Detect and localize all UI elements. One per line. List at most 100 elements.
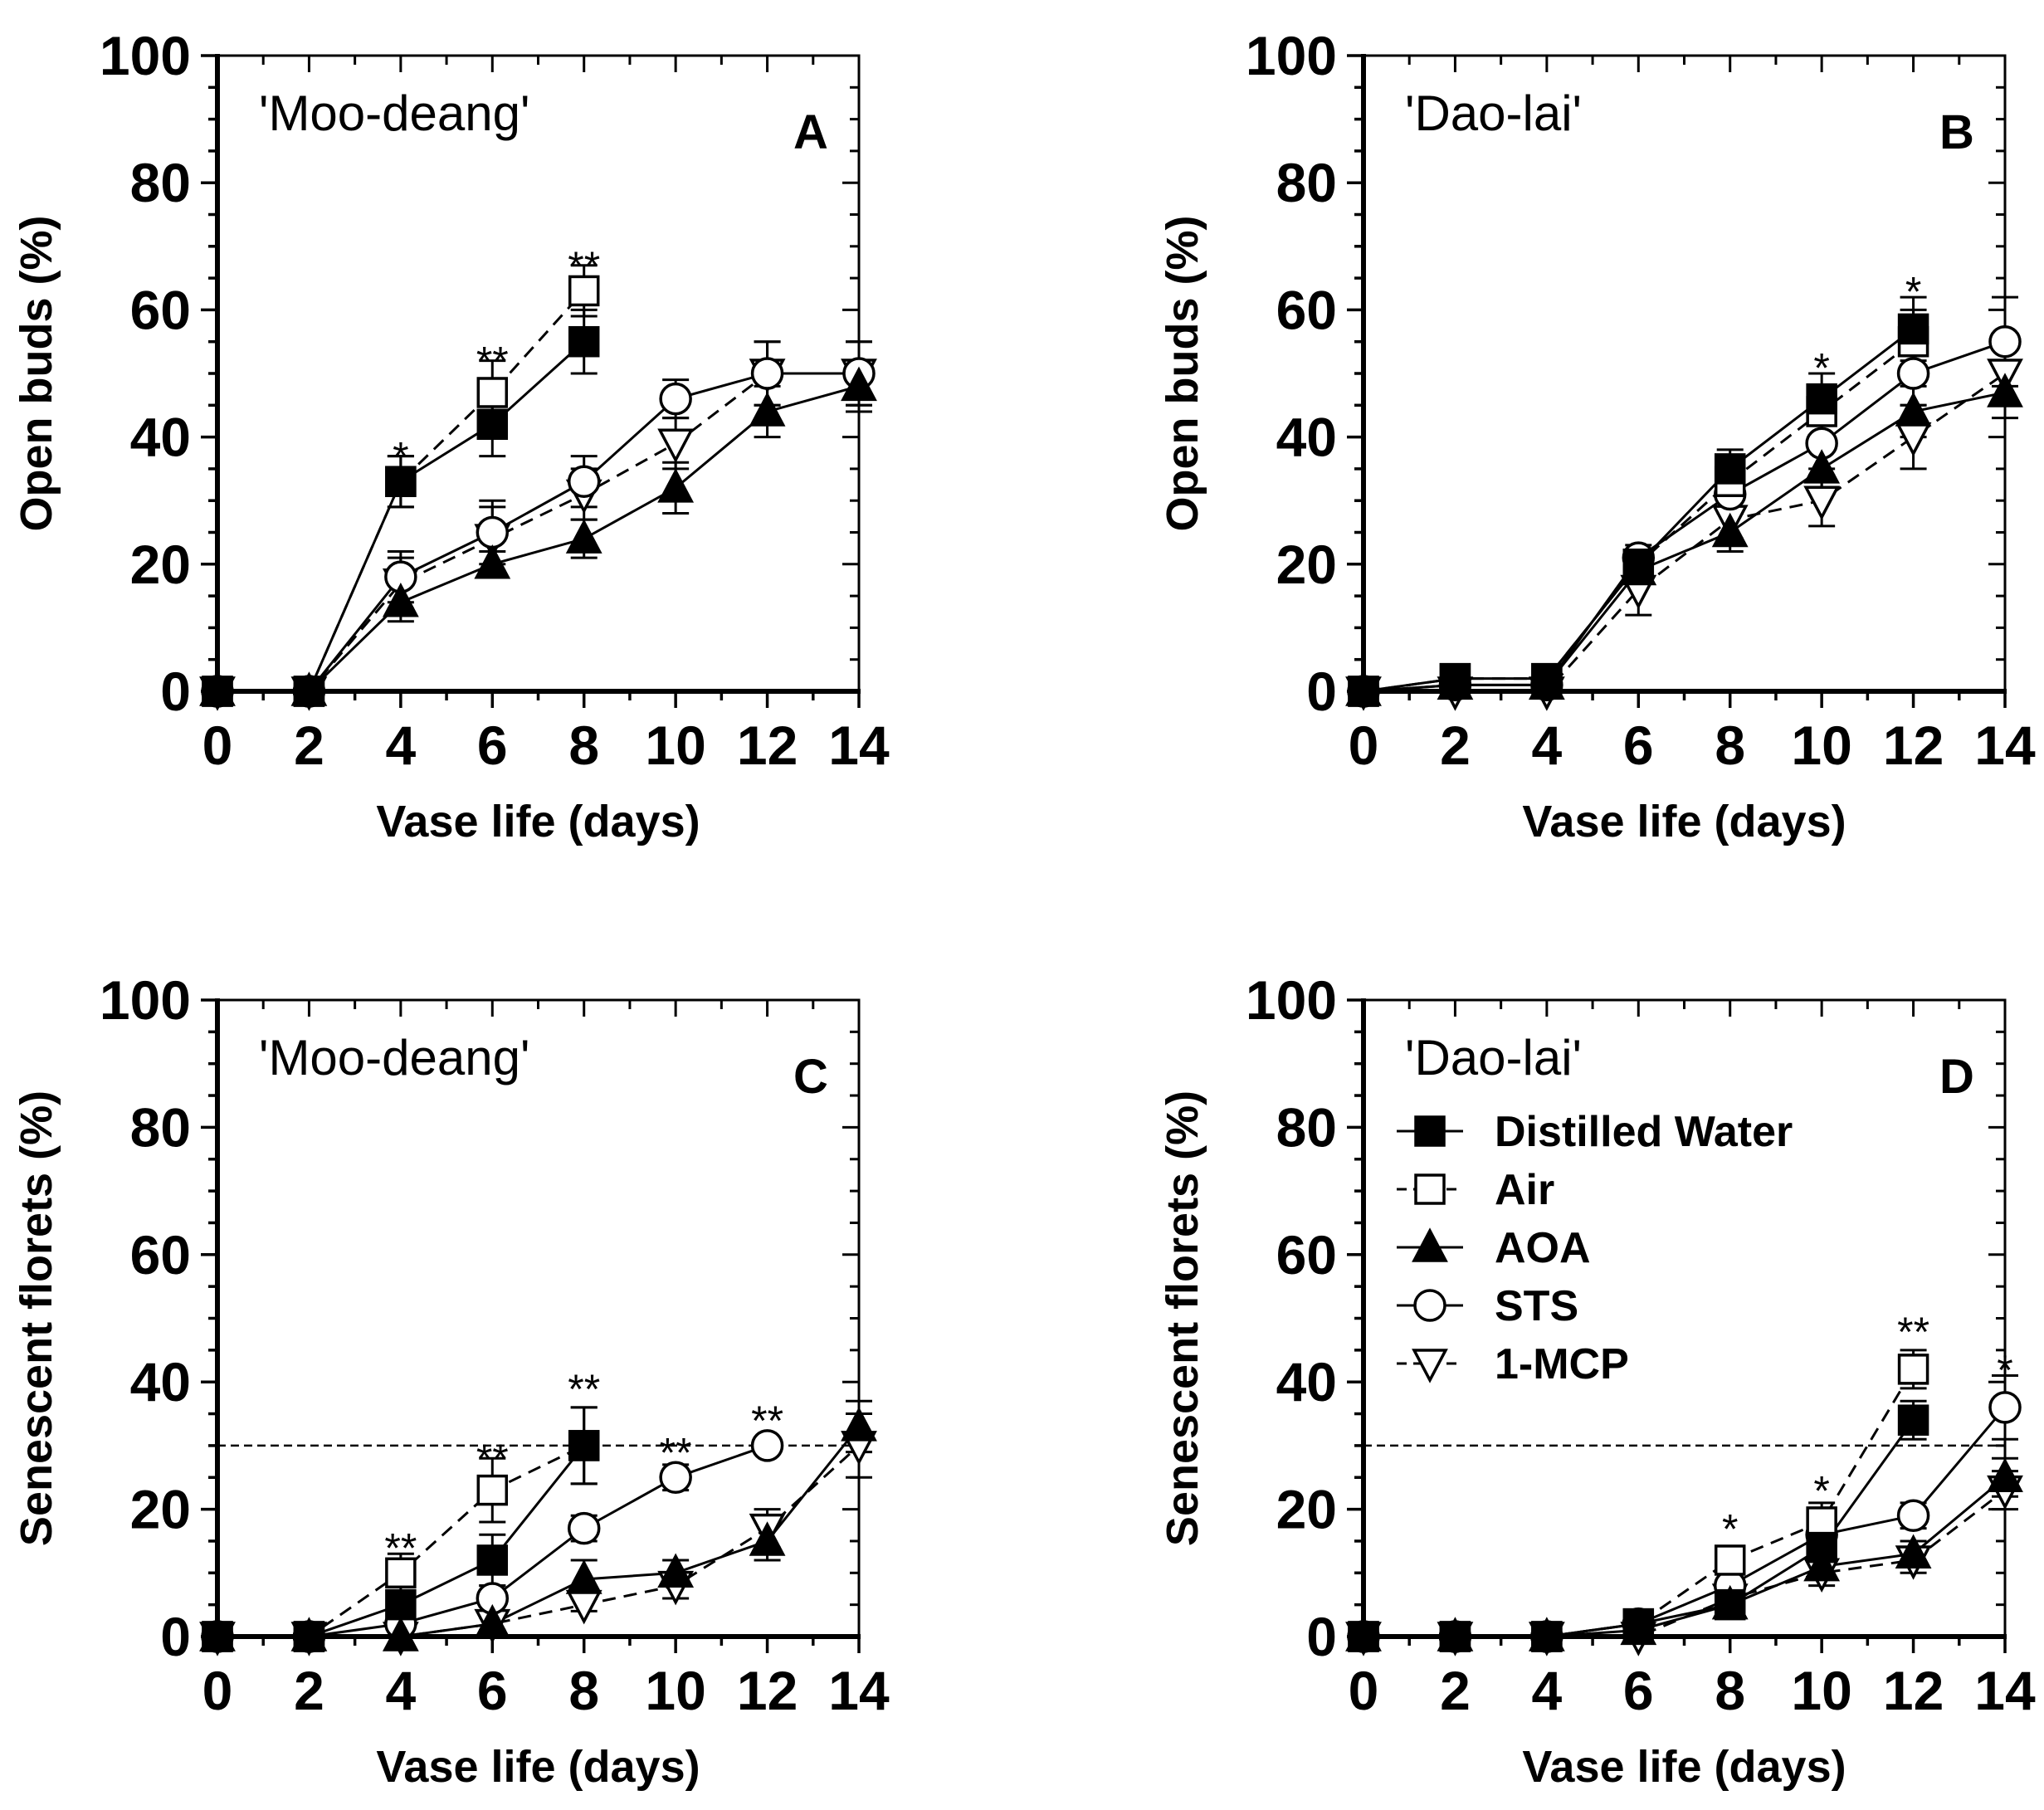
y-tick-label: 100 [1246,25,1337,86]
data-point-air [476,1474,509,1506]
y-tick-label: 20 [1276,534,1337,595]
data-point-air [385,1557,417,1589]
significance-label: ** [476,1436,509,1482]
points-aoa [199,366,877,706]
data-point-aoa [1803,449,1841,484]
points-distilled-water [1348,313,1929,707]
data-point-air [568,275,600,307]
errorbars-air [1442,308,1927,686]
cultivar-label: 'Dao-lai' [1405,85,1582,141]
x-tick-label: 10 [1791,715,1851,776]
significance-label: ** [568,243,600,290]
y-tick-label: 80 [130,152,191,213]
x-tick-label: 0 [1349,1660,1379,1721]
data-point-air [1714,1544,1746,1576]
x-tick-label: 12 [1883,1660,1944,1721]
data-point-sts [750,357,784,390]
data-point-aoa [474,544,511,579]
y-tick-label: 20 [130,1479,191,1540]
data-point-distilled-water [568,1430,600,1461]
legend-marker [1414,1115,1446,1147]
data-point-sts [659,382,692,416]
legend-marker [1412,1227,1448,1262]
data-point-distilled-water [568,325,600,358]
data-point-distilled-water [385,466,417,497]
significance-label: ** [384,1525,417,1572]
points-air [1348,1354,1929,1652]
data-point-distilled-water [1806,383,1837,415]
legend-label: Air [1495,1166,1554,1214]
significance-label: ** [568,1366,600,1412]
y-tick-label: 0 [160,661,191,722]
significance-label: ** [1897,1309,1929,1355]
points-distilled-water [202,325,600,707]
x-tick-label: 10 [1791,1660,1851,1721]
data-point-distilled-water [1439,1621,1471,1652]
y-tick-label: 60 [130,279,191,340]
legend-item-distilled-water: Distilled Water [1397,1108,1793,1156]
data-point-aoa [382,1617,419,1651]
errorbars-distilled-water [1442,295,1927,686]
data-point-aoa [1895,392,1932,427]
legend-marker [1413,1289,1446,1322]
significance-label: * [1813,1468,1829,1515]
data-point-aoa [749,392,786,427]
legend-marker [1412,1349,1448,1383]
data-point-distilled-water [202,676,233,707]
x-tick-label: 0 [202,1660,233,1721]
x-tick-label: 14 [1974,715,2036,776]
x-tick-label: 2 [1440,1660,1471,1721]
legend-item-1-mcp: 1-MCP [1397,1340,1629,1388]
legend-label: 1-MCP [1495,1340,1629,1388]
y-tick-label: 20 [130,534,191,595]
x-tick-label: 12 [737,1660,798,1721]
data-point-distilled-water [202,1621,233,1652]
data-point-distilled-water [293,676,325,707]
y-tick-label: 80 [130,1096,191,1158]
data-point-aoa [657,468,695,503]
data-point-air [1897,1354,1929,1385]
significance-label: * [1813,344,1829,391]
data-point-1-mcp [1803,485,1841,520]
x-tick-label: 4 [385,715,416,776]
x-tick-label: 10 [645,715,705,776]
significance-label: * [393,434,408,481]
data-point-distilled-water [476,408,509,441]
panel-letter: C [793,1050,828,1104]
data-point-aoa [841,366,877,402]
x-tick-label: 8 [1715,1660,1745,1721]
y-tick-label: 40 [130,1351,191,1412]
legend-label: Distilled Water [1495,1108,1793,1156]
x-tick-label: 4 [385,1660,416,1721]
cultivar-label: 'Dao-lai' [1405,1030,1582,1086]
data-point-sts [1988,1391,2022,1424]
y-axis-title: Senescent florets (%) [12,1090,61,1546]
data-point-aoa [1987,373,2023,407]
y-tick-label: 100 [100,25,191,86]
legend-label: AOA [1495,1224,1591,1272]
significance-label: * [1997,1347,2012,1393]
data-point-aoa [565,519,602,554]
points-aoa [199,1407,877,1651]
errorbars-aoa [387,359,872,623]
legend: Distilled Water Air AOA STS 1-MCP [1397,1108,1793,1388]
y-tick-label: 20 [1276,1479,1337,1540]
data-point-distilled-water [1348,676,1379,707]
panel-letter: B [1939,105,1974,159]
y-axis-title: Open buds (%) [1158,216,1207,532]
x-tick-label: 6 [477,715,508,776]
data-point-aoa [1803,1546,1841,1582]
data-point-distilled-water [1531,662,1563,695]
legend-label: STS [1495,1282,1578,1330]
x-tick-label: 8 [568,715,599,776]
data-point-air [476,377,509,408]
errorbars-distilled-water [1625,1399,1927,1632]
y-tick-label: 60 [1276,1224,1337,1286]
significance-label: ** [660,1430,692,1476]
data-point-aoa [1895,1534,1932,1569]
cultivar-label: 'Moo-deang' [259,1030,529,1086]
y-tick-label: 40 [1276,1351,1337,1412]
